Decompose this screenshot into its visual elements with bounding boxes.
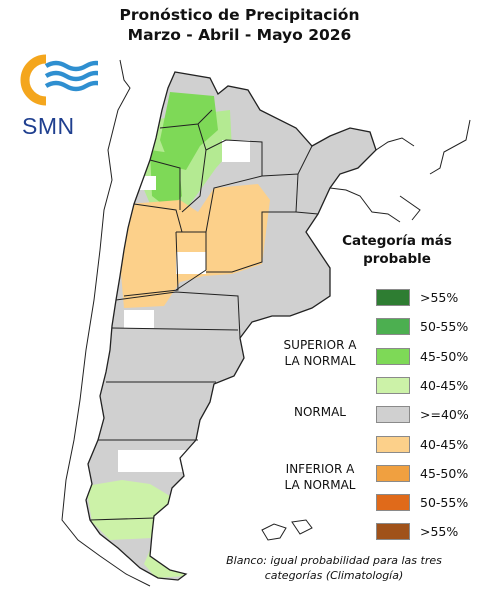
legend-title: Categoría más [342,233,452,249]
region-above-normal-core [160,92,218,170]
region-above-normal-south [86,480,170,540]
malvinas-islands [261,519,313,541]
region-blank [140,176,156,190]
legend-title-line2: probable [363,251,431,267]
legend-swatch [376,289,410,306]
category-normal: NORMAL [293,405,346,419]
smn-logo-icon [20,52,98,108]
region-blank [124,310,154,328]
legend-swatch [376,318,410,336]
legend-swatch [376,347,410,365]
legend-swatch [376,376,410,394]
province-borders [89,109,319,521]
legend-swatch [376,464,410,482]
legend-label: >55% [420,290,459,305]
legend-swatch [376,523,410,541]
legend-label: 50-55% [420,319,469,335]
category-above-normal: SUPERIOR A LA NORMAL [283,338,357,368]
region-below-normal-center [120,184,270,308]
region-blank [176,252,206,274]
smn-logo-text: SMN [22,113,75,139]
neighbor-coastlines [61,59,471,587]
region-blank [222,140,250,162]
legend-label: >55% [420,524,459,540]
legend-label: 40-45% [420,377,469,393]
legend-label: 45-50% [420,465,469,481]
legend-swatch [376,494,410,512]
legend-label: 45-50% [420,348,469,364]
argentina-precipitation-map [61,59,471,587]
region-above-normal-west [150,150,182,210]
map-subtitle: Marzo - Abril - Mayo 2026 [127,26,352,44]
legend-label: >=40% [420,407,469,423]
legend-label: 40-45% [420,436,469,452]
legend-swatch [376,406,410,424]
category-below-normal: INFERIOR A LA NORMAL [284,462,356,492]
legend-label: 50-55% [420,495,469,511]
footnote: Blanco: igual probabilidad para las tres… [226,554,442,582]
region-blank [118,450,194,472]
legend-swatch [376,435,410,453]
map-title: Pronóstico de Precipitación [119,6,360,24]
argentina-outline [85,71,377,581]
